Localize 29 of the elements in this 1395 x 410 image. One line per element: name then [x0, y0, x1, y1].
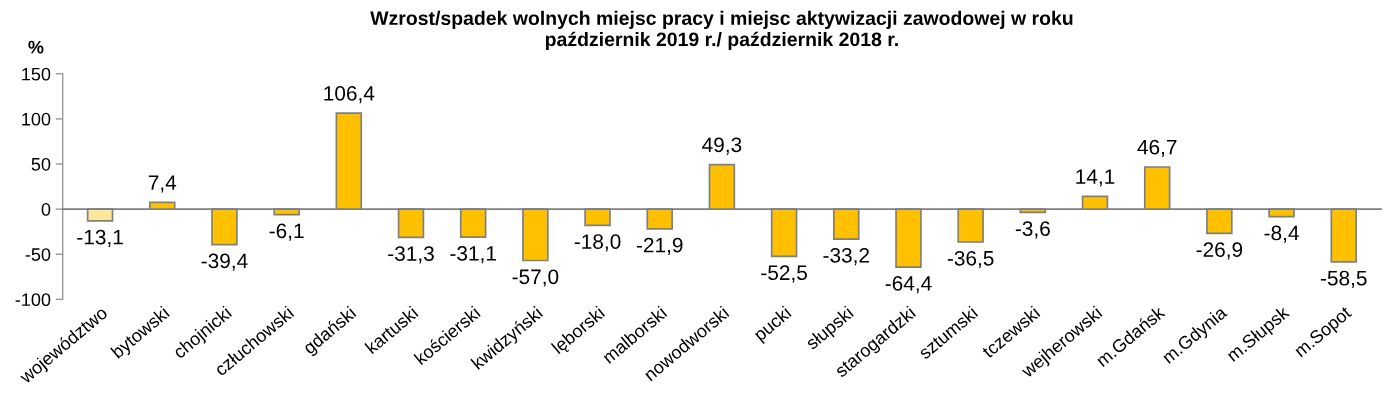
chart-title: Wzrost/spadek wolnych miejsc pracy i miejsc aktywizacji zawodowej w roku październik 2019 r./ październik 2018 r.: [370, 10, 1073, 51]
y-tick-label: 50: [31, 157, 51, 171]
data-label: 7,4: [148, 175, 177, 193]
data-label: -3,6: [1015, 221, 1050, 239]
data-label: -13,1: [77, 229, 123, 248]
data-label: -6,1: [269, 223, 304, 241]
data-label: -33,2: [823, 247, 869, 266]
data-label: -39,4: [201, 253, 248, 271]
data-label: -64,4: [885, 276, 932, 294]
data-label: 106,4: [324, 85, 375, 104]
data-label: 14,1: [1076, 169, 1115, 187]
data-label: -58,5: [1320, 270, 1367, 288]
data-label: -36,5: [947, 250, 994, 269]
y-tick-label: -50: [25, 248, 51, 261]
y-tick-label: 0: [41, 203, 51, 216]
y-tick-label: -100: [15, 293, 51, 307]
data-label: -26,9: [1196, 242, 1243, 260]
data-label: -31,1: [450, 246, 496, 264]
data-label: -52,5: [761, 265, 807, 283]
data-label: -57,0: [512, 269, 559, 287]
data-label: -31,3: [388, 246, 434, 264]
data-label: -18,0: [574, 234, 621, 252]
data-label: -21,9: [636, 237, 683, 255]
data-label: -8,4: [1264, 225, 1299, 243]
data-label: 46,7: [1137, 139, 1177, 157]
y-axis-title: %: [28, 40, 44, 54]
y-tick-label: 150: [22, 67, 51, 81]
y-tick-label: 100: [22, 112, 51, 126]
data-label: 49,3: [702, 137, 742, 155]
